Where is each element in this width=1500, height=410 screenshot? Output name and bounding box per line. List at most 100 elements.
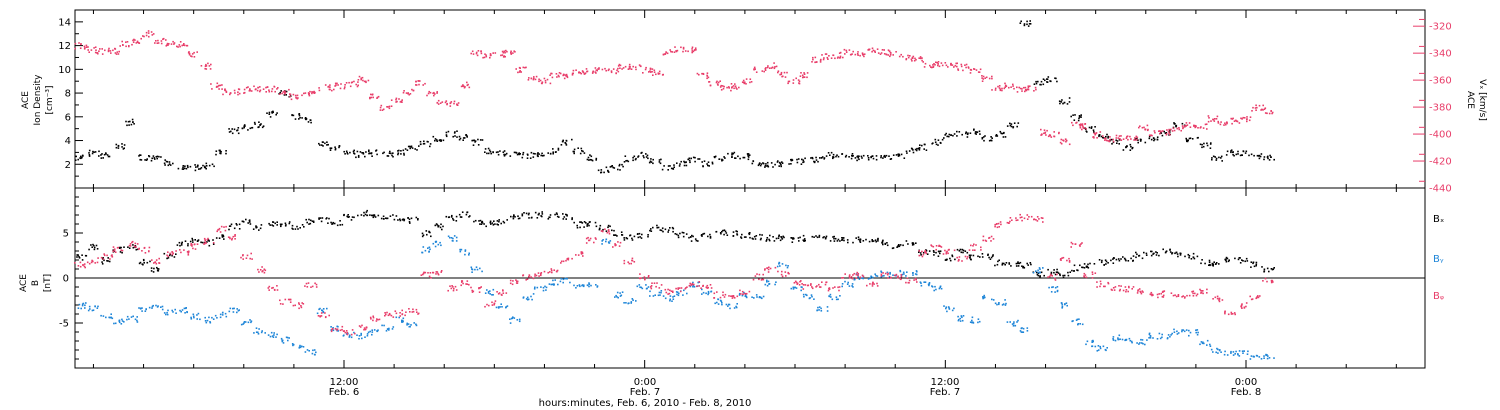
- density-point: [301, 117, 303, 119]
- bx-point: [970, 254, 972, 257]
- density-point: [269, 116, 272, 118]
- vx-point: [770, 67, 773, 69]
- by-point: [701, 288, 703, 291]
- density-point: [823, 157, 826, 159]
- bz-point: [665, 291, 668, 294]
- bx-point: [766, 237, 769, 239]
- vx-point: [399, 101, 402, 103]
- bz-point: [1191, 290, 1193, 293]
- bz-point: [135, 246, 137, 248]
- bx-point: [959, 248, 962, 251]
- vx-point: [783, 71, 786, 74]
- bz-point: [306, 286, 309, 288]
- density-point: [618, 163, 621, 166]
- density-point: [772, 166, 774, 168]
- density-point: [406, 149, 409, 151]
- bz-point: [276, 289, 279, 291]
- vx-point: [125, 45, 127, 48]
- vx-point: [396, 100, 398, 103]
- vx-point: [357, 81, 359, 83]
- density-point: [1116, 140, 1119, 142]
- density-point: [872, 157, 875, 160]
- density-point: [1221, 160, 1223, 162]
- bz-point: [102, 258, 105, 260]
- bz-point: [588, 239, 590, 242]
- field-y-tick-label: 5: [63, 229, 69, 240]
- density-point: [1232, 151, 1234, 153]
- bx-point: [76, 256, 78, 258]
- bz-point: [298, 302, 300, 304]
- vx-point: [1046, 129, 1048, 132]
- vx-point: [566, 76, 569, 79]
- vx-point: [764, 69, 767, 71]
- by-point: [280, 337, 283, 340]
- vx-point: [669, 49, 671, 51]
- vx-point: [1071, 121, 1073, 124]
- bz-point: [739, 289, 741, 292]
- vx-point: [935, 61, 937, 64]
- vx-point: [607, 69, 610, 72]
- bx-point: [555, 212, 558, 214]
- by-point: [322, 310, 325, 313]
- bx-point: [1100, 261, 1103, 264]
- bx-point: [682, 235, 685, 238]
- by-point: [671, 300, 673, 302]
- density-point: [1153, 139, 1155, 142]
- bx-point: [1105, 260, 1108, 263]
- bx-point: [548, 216, 550, 218]
- bx-point: [1273, 267, 1275, 269]
- bx-point: [719, 232, 722, 234]
- bx-point: [208, 244, 211, 247]
- bz-point: [774, 266, 777, 269]
- vx-point: [872, 49, 875, 52]
- density-point: [1152, 137, 1155, 139]
- bx-point: [1004, 263, 1006, 266]
- bx-point: [92, 243, 94, 246]
- density-point: [1196, 137, 1199, 139]
- bx-point: [1270, 268, 1273, 270]
- by-point: [348, 336, 351, 338]
- bx-point: [327, 222, 329, 224]
- density-point: [349, 151, 351, 154]
- vx-point: [695, 49, 697, 51]
- by-point: [1039, 271, 1041, 273]
- bx-point: [1184, 255, 1186, 258]
- bz-point: [1230, 313, 1233, 315]
- bx-point: [1087, 267, 1090, 269]
- density-point: [707, 161, 710, 163]
- vx-point: [565, 75, 567, 77]
- field-y-ticks: 50-5: [59, 196, 83, 360]
- by-point: [1054, 291, 1056, 293]
- vx-point: [1208, 117, 1210, 119]
- density-point: [618, 164, 621, 167]
- by-point: [813, 298, 815, 300]
- vx-point: [1263, 108, 1266, 110]
- vx-point: [856, 53, 859, 55]
- by-point: [492, 288, 495, 291]
- density-point: [758, 163, 760, 165]
- density-point: [1215, 157, 1218, 160]
- bx-point: [703, 232, 706, 235]
- bx-point: [677, 234, 680, 237]
- vx-point: [165, 39, 167, 41]
- by-point: [692, 285, 694, 288]
- bz-point: [128, 244, 131, 247]
- bx-point: [259, 227, 262, 230]
- bx-point: [779, 239, 782, 242]
- vx-point: [485, 55, 488, 58]
- bz-point: [947, 252, 949, 255]
- bx-point: [1138, 255, 1140, 257]
- bx-point: [749, 236, 751, 239]
- bz-point: [470, 286, 472, 289]
- bz-point: [494, 300, 497, 302]
- density-point: [326, 144, 328, 146]
- by-point: [646, 287, 648, 290]
- bx-point: [1252, 261, 1255, 264]
- bx-point: [1001, 264, 1004, 266]
- vx-point: [698, 73, 700, 76]
- bx-point: [473, 220, 475, 223]
- density-point: [168, 161, 171, 163]
- by-point: [1013, 321, 1015, 323]
- bz-point: [515, 279, 517, 281]
- bz-point: [417, 313, 419, 315]
